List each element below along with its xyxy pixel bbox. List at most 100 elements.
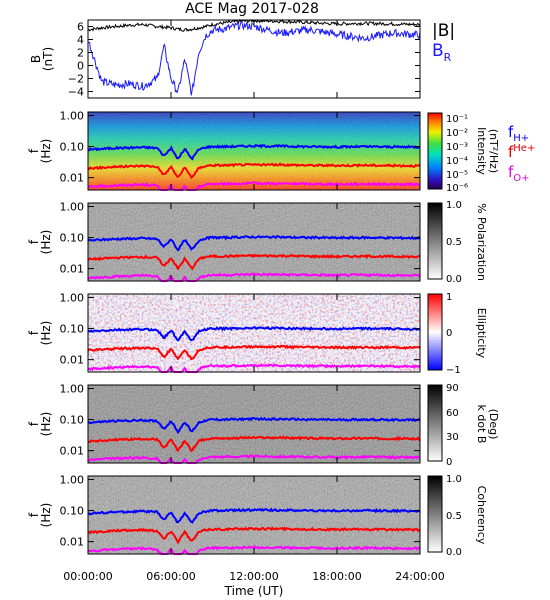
ellipticity-colorbar: [427, 293, 443, 371]
f-y-tick-label: 1.00: [60, 201, 85, 214]
legend-br: BR: [432, 41, 452, 64]
legend-fh-main: f: [508, 123, 514, 141]
fh-line: [87, 416, 421, 434]
x-tick-label: 24:00:00: [395, 570, 444, 583]
fo-line: [87, 453, 421, 464]
x-tick-label: 12:00:00: [229, 570, 278, 583]
fh-line: [87, 325, 421, 342]
legend-bmag: |B|: [432, 21, 455, 41]
f-y-tick-label: 0.10: [60, 505, 85, 518]
y-axis-label: B: [29, 55, 43, 63]
x-tick-label: 18:00:00: [312, 570, 361, 583]
b-y-tick-label: −2: [68, 73, 84, 86]
polarization-cbar-tick: 1.0: [446, 200, 462, 211]
field-legend: |B| BR: [432, 21, 455, 64]
fhe-line: [88, 435, 421, 453]
panel-backgrounds: [88, 112, 420, 554]
b-y-tick-label: 0: [77, 60, 84, 73]
b-y-tick-label: 4: [77, 34, 84, 47]
legend-fo-main: f: [508, 163, 514, 181]
x-tick-label: 06:00:00: [146, 570, 195, 583]
fhe-line: [87, 162, 421, 180]
polarization-cbar-tick: 0.5: [446, 237, 462, 248]
intensity-cbar-tick: 10⁻⁶: [446, 183, 468, 194]
f-y-tick-label: 0.01: [60, 172, 85, 185]
fh-line: [87, 143, 421, 161]
ellipticity-cbar-tick: −1: [446, 365, 461, 376]
legend-fo: fO+: [508, 163, 530, 184]
legend-br-sub: R: [444, 51, 452, 64]
y-axis-unit: (Hz): [39, 139, 53, 164]
f-y-tick-label: 1.00: [60, 474, 85, 487]
y-axis-unit: (Hz): [39, 321, 53, 346]
x-axis-label: Time (UT): [224, 584, 284, 598]
coherency-cbar-tick: 0.5: [446, 511, 462, 522]
fhe-line: [87, 344, 421, 361]
f-y-tick-label: 1.00: [60, 383, 85, 396]
chart-title: ACE Mag 2017-028: [185, 1, 319, 17]
f-y-tick-label: 0.01: [60, 354, 85, 367]
coherency-cbar-tick: 1.0: [446, 474, 462, 485]
f-y-tick-label: 0.10: [60, 141, 85, 154]
f-y-tick-label: 0.10: [60, 232, 85, 245]
kdotb-cbar-tick: 0: [446, 457, 452, 468]
intensity-cbar-title: Intensity: [475, 127, 488, 175]
intensity-cbar-unit: (nT²/Hz): [487, 129, 500, 173]
kdotb-cbar-tick: 90: [446, 383, 459, 394]
gyrofreq-legend: fH+ fHe+ fO+: [508, 123, 535, 184]
intensity-cbar-tick: 10⁻³: [446, 142, 468, 153]
y-axis-label: f: [27, 148, 41, 153]
legend-fhe: fHe+: [508, 143, 535, 161]
legend-fh-sub: H+: [513, 133, 529, 144]
f-y-tick-label: 0.10: [60, 414, 85, 427]
kdotb-cbar-unit: (Deg): [487, 409, 500, 440]
intensity-cbar-tick: 10⁻⁴: [446, 156, 468, 167]
intensity-colorbar: [427, 112, 443, 190]
ellipticity-cbar-tick: 1: [446, 292, 452, 303]
fh-line: [87, 507, 421, 524]
intensity-cbar-tick: 10⁻⁵: [446, 170, 468, 181]
legend-fo-sub: O+: [513, 173, 529, 184]
fhe-line: [87, 253, 421, 271]
fo-line: [87, 544, 421, 555]
fo-line: [87, 272, 421, 282]
y-axis-label: f: [27, 330, 41, 335]
kdotb-colorbar: [427, 384, 443, 462]
br-series-line: [87, 20, 421, 96]
y-axis-label: f: [27, 239, 41, 244]
ellipticity-cbar-title: Ellipticity: [475, 308, 488, 359]
y-axis-label: f: [27, 512, 41, 517]
fo-line: [87, 363, 421, 373]
f-y-tick-label: 1.00: [60, 110, 85, 123]
coherency-cbar-tick: 0.0: [446, 547, 462, 558]
legend-fhe-sub: He+: [513, 143, 535, 154]
ellipticity-cbar-tick: 0: [446, 328, 452, 339]
f-y-tick-label: 0.01: [60, 263, 85, 276]
coherency-colorbar: [427, 475, 443, 553]
y-axis-unit: (Hz): [39, 230, 53, 255]
kdotb-cbar-tick: 60: [446, 408, 459, 419]
intensity-cbar-tick: 10⁻²: [446, 128, 468, 139]
polarization-cbar-title: % Polarization: [475, 203, 488, 281]
colorbars: [427, 112, 443, 553]
kdotb-cbar-tick: 30: [446, 432, 459, 443]
polarization-cbar-tick: 0.0: [446, 274, 462, 285]
legend-fh: fH+: [508, 123, 529, 144]
f-y-tick-label: 0.10: [60, 323, 85, 336]
y-axis-unit: (nT): [41, 47, 55, 71]
coherency-cbar-title: Coherency: [475, 486, 488, 545]
polarization-colorbar: [427, 202, 443, 280]
b-y-tick-label: −4: [68, 86, 84, 99]
x-tick-label: 00:00:00: [63, 570, 112, 583]
legend-br-main: B: [432, 41, 444, 61]
y-axis-unit: (Hz): [39, 503, 53, 528]
y-axis-unit: (Hz): [39, 412, 53, 437]
b-y-tick-label: 2: [77, 47, 84, 60]
fh-line: [87, 234, 421, 252]
fhe-line: [87, 526, 421, 545]
b-y-tick-label: 6: [77, 21, 84, 34]
f-y-tick-label: 0.01: [60, 445, 85, 458]
kdotb-cbar-title: k dot B: [475, 405, 488, 444]
fo-line: [87, 181, 421, 191]
